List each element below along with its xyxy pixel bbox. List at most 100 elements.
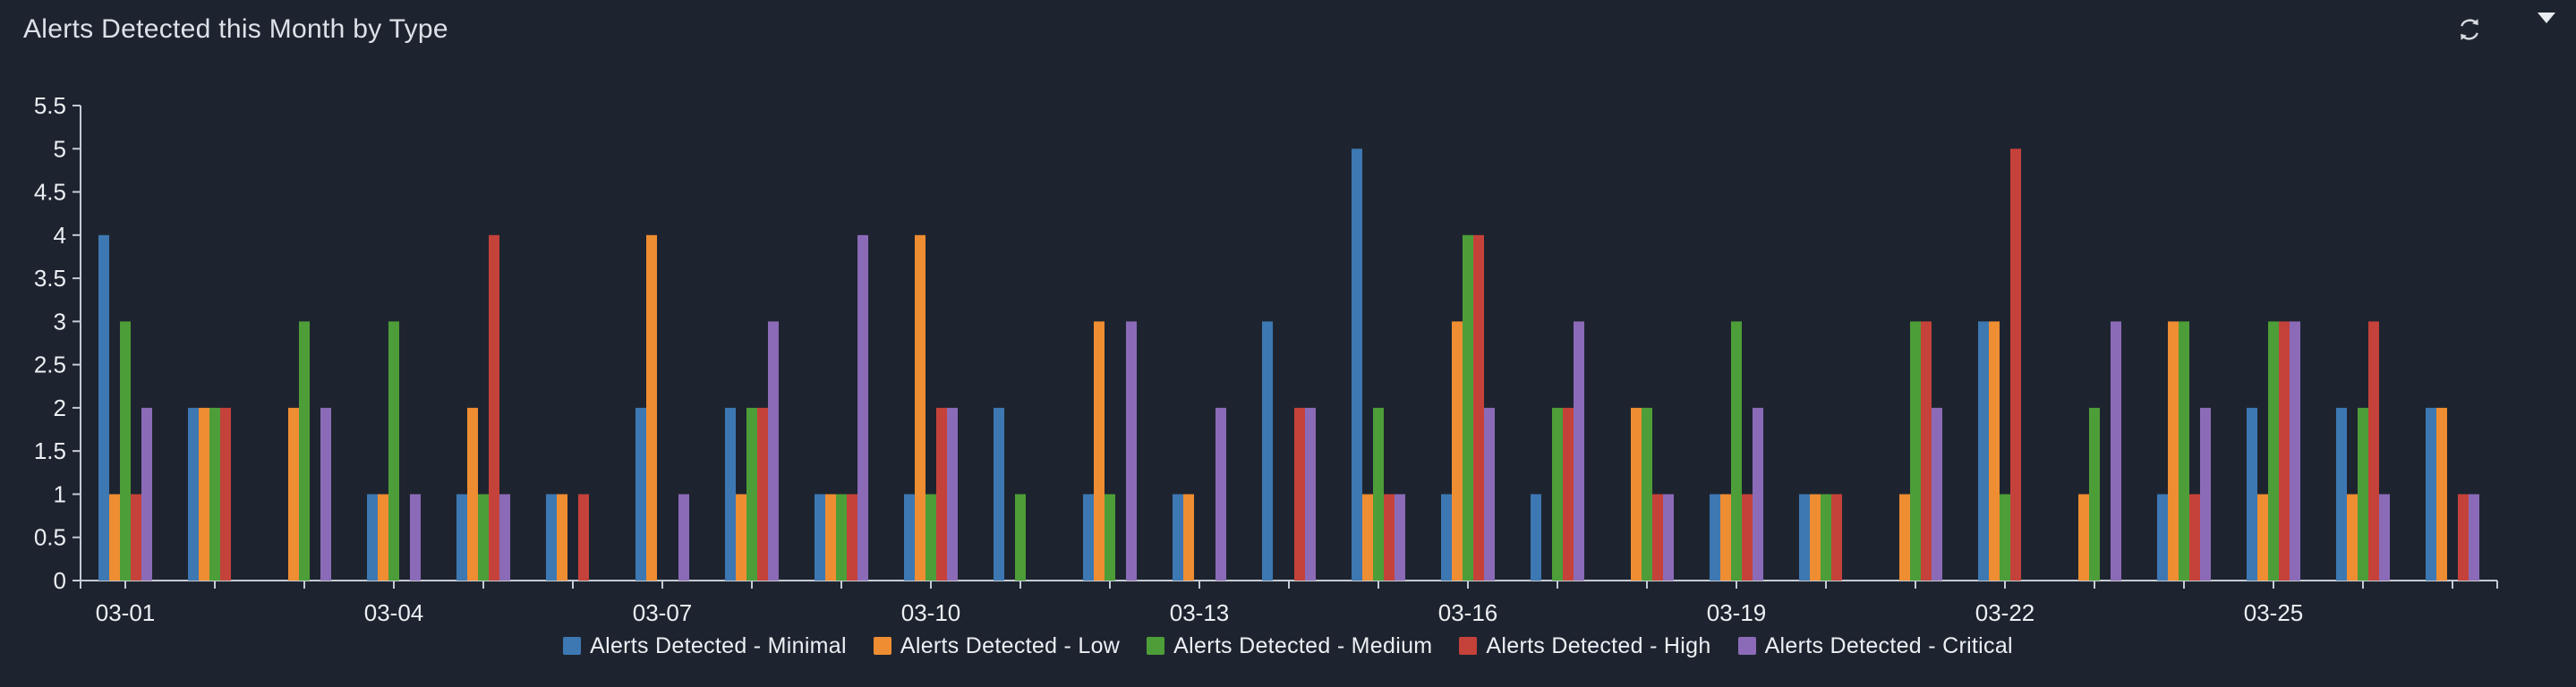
- bar[interactable]: [2111, 321, 2121, 581]
- bar[interactable]: [320, 407, 331, 581]
- bar[interactable]: [1294, 407, 1305, 581]
- bar[interactable]: [768, 321, 779, 581]
- bar[interactable]: [1910, 321, 1921, 581]
- bar[interactable]: [2458, 494, 2469, 581]
- bar[interactable]: [1015, 494, 1026, 581]
- bar[interactable]: [1921, 321, 1932, 581]
- bar[interactable]: [2368, 321, 2379, 581]
- bar[interactable]: [1563, 407, 1574, 581]
- bar[interactable]: [836, 494, 847, 581]
- bar[interactable]: [209, 407, 220, 581]
- bar[interactable]: [1395, 494, 1405, 581]
- bar[interactable]: [2000, 494, 2010, 581]
- bar[interactable]: [1810, 494, 1821, 581]
- bar[interactable]: [546, 494, 557, 581]
- bar[interactable]: [378, 494, 388, 581]
- bar[interactable]: [1441, 494, 1452, 581]
- bar[interactable]: [936, 407, 947, 581]
- bar[interactable]: [2247, 407, 2257, 581]
- bar[interactable]: [98, 234, 109, 581]
- bar[interactable]: [1105, 494, 1115, 581]
- bar[interactable]: [2168, 321, 2179, 581]
- legend-item[interactable]: Alerts Detected - High: [1459, 633, 1710, 659]
- bar[interactable]: [1183, 494, 1194, 581]
- bar[interactable]: [109, 494, 120, 581]
- bar[interactable]: [1384, 494, 1395, 581]
- bar[interactable]: [2379, 494, 2390, 581]
- bar[interactable]: [915, 234, 925, 581]
- bar[interactable]: [188, 407, 199, 581]
- bar[interactable]: [947, 407, 958, 581]
- bar[interactable]: [678, 494, 689, 581]
- bar[interactable]: [2157, 494, 2168, 581]
- bar[interactable]: [410, 494, 421, 581]
- bar[interactable]: [1531, 494, 1541, 581]
- refresh-button[interactable]: [2454, 14, 2485, 45]
- bar[interactable]: [456, 494, 467, 581]
- bar[interactable]: [825, 494, 836, 581]
- bar[interactable]: [1126, 321, 1137, 581]
- bar[interactable]: [1631, 407, 1642, 581]
- bar[interactable]: [1652, 494, 1663, 581]
- bar[interactable]: [994, 407, 1004, 581]
- bar[interactable]: [736, 494, 746, 581]
- bar[interactable]: [2426, 407, 2436, 581]
- bar[interactable]: [1173, 494, 1183, 581]
- bar[interactable]: [1821, 494, 1831, 581]
- legend-item[interactable]: Alerts Detected - Low: [873, 633, 1120, 659]
- bar[interactable]: [1932, 407, 1942, 581]
- bar[interactable]: [1574, 321, 1584, 581]
- bar[interactable]: [1753, 407, 1763, 581]
- bar[interactable]: [131, 494, 141, 581]
- legend-item[interactable]: Alerts Detected - Medium: [1147, 633, 1432, 659]
- bar[interactable]: [199, 407, 209, 581]
- bar[interactable]: [2279, 321, 2290, 581]
- bar[interactable]: [1473, 234, 1484, 581]
- bar[interactable]: [2336, 407, 2347, 581]
- bar[interactable]: [2189, 494, 2200, 581]
- bar[interactable]: [746, 407, 757, 581]
- legend-item[interactable]: Alerts Detected - Critical: [1737, 633, 2013, 659]
- bar[interactable]: [1463, 234, 1473, 581]
- bar[interactable]: [2347, 494, 2358, 581]
- bar[interactable]: [635, 407, 646, 581]
- bar[interactable]: [299, 321, 310, 581]
- bar[interactable]: [2268, 321, 2279, 581]
- bar[interactable]: [857, 234, 868, 581]
- bar[interactable]: [489, 234, 499, 581]
- bar[interactable]: [388, 321, 399, 581]
- bar[interactable]: [1215, 407, 1226, 581]
- bar[interactable]: [1083, 494, 1094, 581]
- bar[interactable]: [1305, 407, 1316, 581]
- bar[interactable]: [2200, 407, 2211, 581]
- bar[interactable]: [1978, 321, 1989, 581]
- bar[interactable]: [1899, 494, 1910, 581]
- bar[interactable]: [2078, 494, 2089, 581]
- bar[interactable]: [1831, 494, 1842, 581]
- bar[interactable]: [1731, 321, 1742, 581]
- bar[interactable]: [499, 494, 510, 581]
- bar[interactable]: [925, 494, 936, 581]
- bar[interactable]: [1262, 321, 1273, 581]
- bar[interactable]: [1799, 494, 1810, 581]
- bar[interactable]: [2290, 321, 2300, 581]
- bar[interactable]: [1720, 494, 1731, 581]
- bar[interactable]: [904, 494, 915, 581]
- bar[interactable]: [141, 407, 152, 581]
- bar[interactable]: [2469, 494, 2479, 581]
- bar[interactable]: [2179, 321, 2189, 581]
- bar[interactable]: [578, 494, 589, 581]
- bar[interactable]: [1642, 407, 1652, 581]
- bar[interactable]: [1452, 321, 1463, 581]
- bar[interactable]: [1989, 321, 2000, 581]
- bar[interactable]: [757, 407, 768, 581]
- bar[interactable]: [2358, 407, 2368, 581]
- bar[interactable]: [120, 321, 131, 581]
- bar[interactable]: [1352, 148, 1362, 581]
- bar[interactable]: [1710, 494, 1720, 581]
- bar[interactable]: [1362, 494, 1373, 581]
- bar[interactable]: [1663, 494, 1674, 581]
- bar[interactable]: [1552, 407, 1563, 581]
- legend-item[interactable]: Alerts Detected - Minimal: [563, 633, 847, 659]
- bar[interactable]: [1484, 407, 1495, 581]
